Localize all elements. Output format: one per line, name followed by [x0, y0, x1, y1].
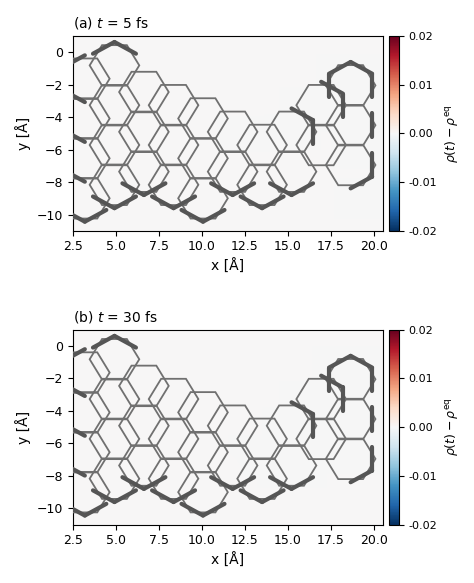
Y-axis label: $\rho(t) - \rho^{\mathrm{eq}}$: $\rho(t) - \rho^{\mathrm{eq}}$ — [443, 398, 460, 456]
Y-axis label: y [Å]: y [Å] — [15, 410, 31, 444]
Text: (a) $t$ = 5 fs: (a) $t$ = 5 fs — [73, 15, 149, 31]
X-axis label: x [Å]: x [Å] — [211, 259, 244, 274]
Y-axis label: $\rho(t) - \rho^{\mathrm{eq}}$: $\rho(t) - \rho^{\mathrm{eq}}$ — [443, 104, 460, 163]
Text: (b) $t$ = 30 fs: (b) $t$ = 30 fs — [73, 309, 158, 325]
Y-axis label: y [Å]: y [Å] — [15, 117, 31, 150]
X-axis label: x [Å]: x [Å] — [211, 553, 244, 568]
